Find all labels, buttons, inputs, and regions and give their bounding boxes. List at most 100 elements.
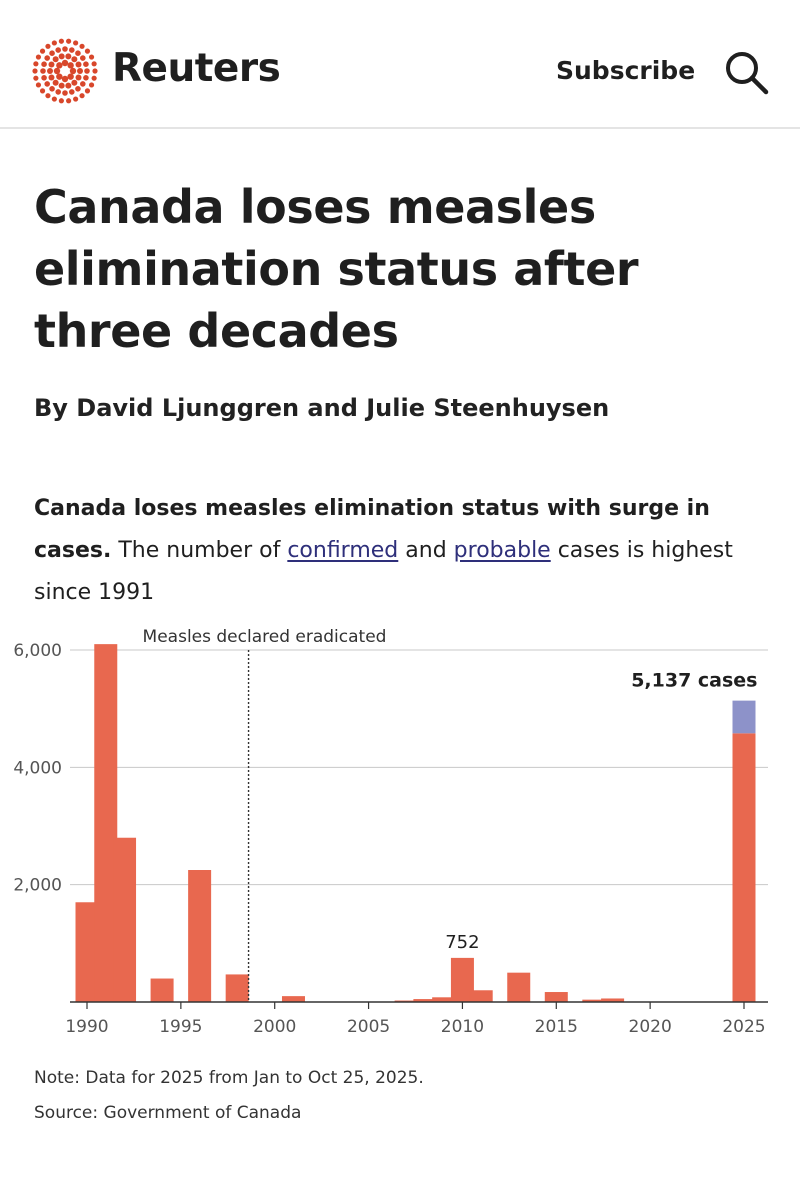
logo-dot [55, 47, 62, 53]
logo-dot [33, 75, 39, 81]
bar-confirmed [413, 999, 437, 1002]
logo-dot [45, 93, 51, 99]
y-tick-label: 6,000 [13, 641, 62, 661]
bar-confirmed [225, 974, 249, 1002]
logo-dot [79, 93, 85, 99]
logo-dot [40, 68, 46, 74]
logo-dot [88, 54, 95, 60]
logo-dot [68, 89, 75, 95]
logo-dot [41, 61, 47, 68]
bar-confirmed [150, 978, 174, 1002]
logo-dot [56, 73, 63, 80]
article-headline: Canada loses measles elimination status … [34, 180, 639, 358]
chart-description-text: and [398, 538, 454, 563]
x-tick-label: 2010 [441, 1017, 484, 1037]
logo-dot [39, 48, 46, 54]
logo-dot [49, 85, 55, 92]
logo-dot [73, 40, 79, 46]
logo-dot [48, 61, 55, 68]
logo-dot [83, 74, 89, 81]
x-tick-label: 2000 [253, 1017, 296, 1037]
probable-link[interactable]: probable [453, 538, 551, 563]
bar-confirmed [188, 870, 212, 1002]
logo-dot [33, 61, 39, 67]
logo-dot [52, 56, 59, 63]
bar-confirmed [544, 992, 568, 1002]
chart-description: Canada loses measles elimination status … [34, 488, 774, 614]
y-tick-label: 2,000 [13, 876, 62, 896]
logo-dot [65, 82, 72, 89]
logo-dot [61, 59, 69, 67]
article-byline: By David Ljunggren and Julie Steenhuysen [34, 394, 610, 422]
x-tick-label: 2020 [629, 1017, 672, 1037]
logo-dot [73, 96, 79, 102]
logo-dot [62, 90, 68, 96]
reuters-logo-icon[interactable] [30, 36, 100, 106]
logo-dot [45, 43, 51, 49]
logo-dot [51, 40, 57, 46]
confirmed-link[interactable]: confirmed [287, 538, 399, 563]
logo-dot [48, 74, 55, 81]
logo-dot [39, 88, 46, 94]
search-icon[interactable] [722, 48, 770, 96]
logo-dot [91, 75, 97, 81]
logo-dot [71, 79, 78, 86]
logo-dot [41, 74, 47, 81]
logo-dot [58, 53, 65, 60]
x-tick-label: 1995 [159, 1017, 202, 1037]
logo-dot [61, 75, 69, 83]
logo-dot [49, 50, 55, 57]
logo-dot [71, 56, 78, 63]
bar-confirmed [601, 998, 625, 1002]
measles-cases-chart: 2,000 4,000 6,000 1990 1995 2000 2005 2010 2015 2… [13, 627, 768, 1037]
logo-dot [68, 47, 75, 53]
total-cases-label: 5,137 cases [631, 670, 757, 692]
logo-dot [79, 81, 86, 87]
bar-confirmed [75, 902, 99, 1002]
logo-dot [66, 38, 72, 44]
bar-confirmed [450, 957, 474, 1002]
logo-dot [67, 73, 74, 80]
chart-description-lead: Canada loses measles elimination status … [34, 496, 710, 563]
logo-dot [67, 62, 74, 69]
logo-dot [44, 81, 51, 87]
site-header: Reuters Subscribe [0, 0, 800, 129]
x-tick-label: 1990 [65, 1017, 108, 1037]
chart-description-text: cases is highest since 1991 [34, 538, 733, 605]
logo-dot [51, 96, 57, 102]
logo-dot [84, 48, 91, 54]
logo-dot [75, 50, 81, 57]
logo-dot [65, 53, 72, 60]
chart-source: Source: Government of Canada [34, 1103, 302, 1123]
logo-dot [35, 82, 42, 88]
logo-dot [55, 89, 62, 95]
logo-dot [84, 68, 90, 74]
bar-confirmed [469, 990, 493, 1002]
logo-dot [32, 68, 38, 74]
logo-dot [83, 61, 89, 68]
eradication-annotation: Measles declared eradicated [143, 627, 387, 647]
logo-dot [77, 68, 83, 74]
logo-dot [75, 85, 81, 92]
logo-dot [47, 68, 53, 74]
brand-name[interactable]: Reuters [112, 46, 281, 91]
logo-dot [62, 46, 68, 52]
x-tick-label: 2025 [722, 1017, 765, 1037]
bar-confirmed [432, 997, 456, 1002]
logo-dot [53, 67, 61, 75]
logo-dot [58, 38, 64, 44]
y-tick-label: 4,000 [13, 758, 62, 778]
subscribe-button[interactable]: Subscribe [556, 56, 696, 85]
logo-dot [58, 82, 65, 89]
chart-note: Note: Data for 2025 from Jan to Oct 25, … [34, 1068, 424, 1088]
bar-confirmed [507, 972, 531, 1002]
logo-dot [92, 68, 98, 74]
chart-description-text: The number of [111, 538, 288, 563]
bar-confirmed [113, 837, 137, 1002]
logo-dot [91, 61, 97, 67]
bar-confirmed [94, 644, 118, 1002]
bar-probable [732, 700, 756, 734]
logo-dot [44, 55, 51, 61]
logo-dot [56, 62, 63, 69]
logo-dot [75, 61, 82, 68]
